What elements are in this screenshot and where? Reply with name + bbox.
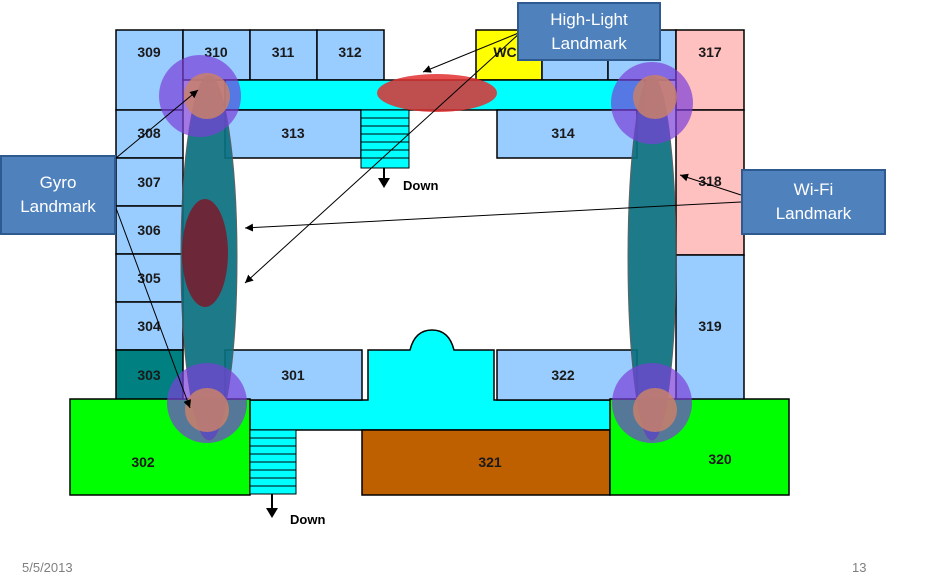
highlight-landmark-callout: High-Light Landmark (517, 2, 661, 61)
highlight-callout-line1: High-Light (550, 9, 628, 29)
gyro-callout-line2: Landmark (20, 197, 96, 216)
wifi-callout-line2: Landmark (775, 204, 852, 223)
room-318: 318 (675, 109, 745, 256)
footer-date: 5/5/2013 (22, 560, 73, 575)
svg-text:308: 308 (137, 125, 161, 141)
footer-page-number: 13 (852, 560, 867, 575)
room-304: 304 (115, 301, 184, 351)
corridor-bottom (224, 329, 646, 431)
room-314: 314 (496, 109, 638, 159)
room-321: 321 (361, 429, 611, 496)
highlight-callout-line2: Landmark (551, 33, 627, 53)
gyro-landmark-callout: Gyro Landmark (0, 155, 116, 235)
svg-text:307: 307 (137, 174, 161, 190)
stairs-bottom-label: Down (290, 512, 325, 527)
wifi-callout-line1: Wi-Fi (793, 180, 834, 199)
svg-text:301: 301 (281, 367, 305, 383)
room-311: 311 (249, 29, 318, 81)
room-306: 306 (115, 205, 184, 255)
stairs-top-label: Down (403, 178, 438, 193)
room-307: 307 (115, 157, 184, 207)
corner-landmark-top-left (159, 55, 241, 137)
svg-text:317: 317 (698, 44, 722, 60)
highlight-landmark-left (182, 199, 228, 307)
svg-text:310: 310 (204, 44, 228, 60)
room-313: 313 (224, 109, 362, 159)
svg-text:306: 306 (137, 222, 161, 238)
room-312: 312 (316, 29, 385, 81)
svg-text:313: 313 (281, 125, 305, 141)
corner-landmark-bottom-right (612, 363, 692, 443)
corner-landmark-top-right (611, 62, 693, 144)
gyro-callout-line1: Gyro (39, 173, 77, 192)
svg-text:322: 322 (551, 367, 575, 383)
corner-landmark-bottom-left (167, 363, 247, 443)
svg-text:304: 304 (137, 318, 161, 334)
room-305: 305 (115, 253, 184, 303)
svg-text:303: 303 (137, 367, 161, 383)
svg-text:321: 321 (478, 454, 502, 470)
svg-text:311: 311 (272, 44, 295, 60)
svg-text:320: 320 (708, 451, 732, 467)
highlight-landmark-top (377, 74, 497, 112)
svg-text:319: 319 (698, 318, 722, 334)
room-301: 301 (224, 349, 363, 401)
svg-text:WC: WC (493, 44, 516, 60)
wifi-landmark-callout: Wi-Fi Landmark (741, 169, 886, 235)
svg-text:305: 305 (137, 270, 161, 286)
svg-text:309: 309 (137, 44, 161, 60)
room-317: 317 (675, 29, 745, 111)
svg-text:318: 318 (698, 173, 722, 189)
callout-arrows (115, 31, 742, 409)
svg-text:302: 302 (131, 454, 155, 470)
stairs-bottom (249, 429, 297, 518)
svg-text:312: 312 (338, 44, 362, 60)
room-319: 319 (675, 254, 745, 401)
svg-text:314: 314 (551, 125, 575, 141)
stairs-top (360, 109, 410, 188)
